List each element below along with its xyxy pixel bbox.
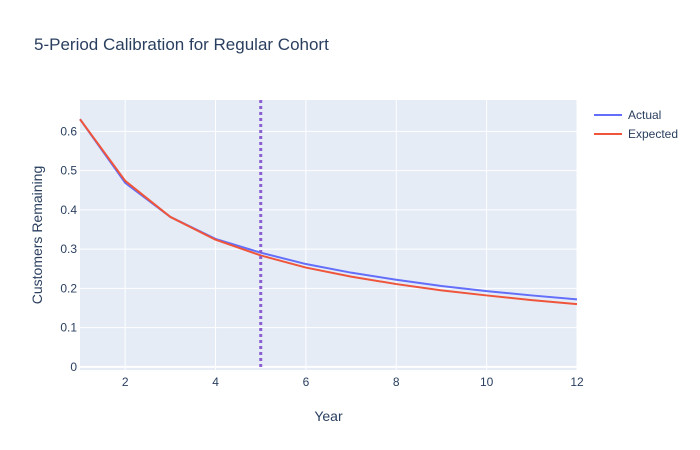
plot-area — [80, 100, 577, 370]
legend[interactable]: Actual Expected — [594, 108, 678, 141]
y-tick-label: 0 — [70, 360, 77, 374]
series-line-expected — [79, 118, 578, 306]
legend-label-actual[interactable]: Actual — [628, 108, 661, 122]
x-tick-label: 6 — [303, 375, 310, 389]
y-tick-label: 0.5 — [60, 164, 77, 178]
x-tick-label: 2 — [122, 375, 129, 389]
y-tick-label: 0.3 — [60, 242, 77, 256]
y-axis-title: Customers Remaining — [29, 166, 45, 305]
y-tick-label: 0.1 — [60, 321, 77, 335]
chart-title: 5-Period Calibration for Regular Cohort — [34, 35, 329, 54]
tick-labels: 0 0.1 0.2 0.3 0.4 0.5 0.6 2 4 6 8 10 12 — [60, 124, 584, 389]
x-tick-label: 8 — [393, 375, 400, 389]
y-tick-label: 0.6 — [60, 124, 77, 138]
series-lines — [79, 118, 578, 306]
x-tick-label: 12 — [570, 375, 584, 389]
x-tick-label: 10 — [480, 375, 494, 389]
y-tick-label: 0.2 — [60, 281, 77, 295]
y-tick-label: 0.4 — [60, 203, 77, 217]
grid — [80, 100, 578, 370]
x-axis-title: Year — [314, 408, 343, 424]
legend-label-expected[interactable]: Expected — [628, 127, 678, 141]
x-tick-label: 4 — [212, 375, 219, 389]
